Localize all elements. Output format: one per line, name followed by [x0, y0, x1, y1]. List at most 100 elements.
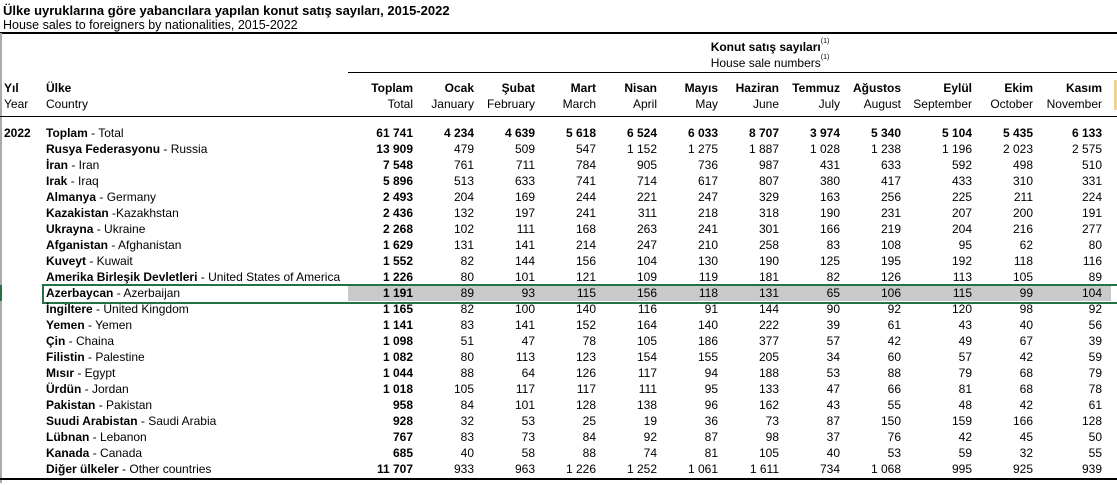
value-cell[interactable]: 150: [880, 414, 901, 428]
country-cell[interactable]: Suudi Arabistan - Saudi Arabia: [46, 413, 216, 429]
value-cell[interactable]: 113: [952, 270, 972, 284]
value-cell[interactable]: 3 974: [809, 126, 840, 140]
value-cell[interactable]: 1 252: [626, 462, 657, 476]
value-cell[interactable]: 963: [514, 462, 535, 476]
value-cell[interactable]: 784: [575, 158, 596, 172]
value-cell[interactable]: 88: [582, 446, 596, 460]
value-cell[interactable]: 88: [887, 366, 901, 380]
value-cell[interactable]: 115: [952, 286, 972, 300]
value-cell[interactable]: 74: [643, 446, 657, 460]
value-cell[interactable]: 106: [880, 286, 901, 300]
value-cell[interactable]: 210: [697, 238, 718, 252]
value-cell[interactable]: 247: [636, 238, 657, 252]
value-cell[interactable]: 4 639: [504, 126, 535, 140]
value-cell[interactable]: 1 028: [809, 142, 840, 156]
country-cell[interactable]: Toplam - Total: [46, 125, 124, 141]
value-cell[interactable]: 64: [521, 366, 535, 380]
value-cell[interactable]: 92: [643, 430, 657, 444]
table-row[interactable]: Afganistan - Afghanistan 1 629 131 141 214 24…: [0, 237, 1117, 253]
value-cell[interactable]: 256: [880, 190, 901, 204]
country-cell[interactable]: Azerbaycan - Azerbaijan: [46, 285, 180, 301]
value-cell[interactable]: 1 098: [382, 334, 413, 348]
value-cell[interactable]: 431: [819, 158, 840, 172]
value-cell[interactable]: 57: [826, 334, 840, 348]
value-cell[interactable]: 99: [1019, 286, 1033, 300]
value-cell[interactable]: 211: [1013, 190, 1033, 204]
value-cell[interactable]: 58: [521, 446, 535, 460]
value-cell[interactable]: 118: [1013, 254, 1033, 268]
value-cell[interactable]: 68: [1019, 382, 1033, 396]
value-cell[interactable]: 104: [636, 254, 657, 268]
value-cell[interactable]: 40: [826, 446, 840, 460]
value-cell[interactable]: 39: [1088, 334, 1102, 348]
value-cell[interactable]: 1 196: [941, 142, 972, 156]
country-cell[interactable]: Ukrayna - Ukraine: [46, 221, 145, 237]
value-cell[interactable]: 25: [582, 414, 596, 428]
value-cell[interactable]: 331: [1081, 174, 1102, 188]
value-cell[interactable]: 56: [1088, 318, 1102, 332]
value-cell[interactable]: 5 435: [1002, 126, 1033, 140]
value-cell[interactable]: 714: [636, 174, 657, 188]
value-cell[interactable]: 244: [575, 190, 596, 204]
country-cell[interactable]: Amerika Birleşik Devletleri - United Sta…: [46, 269, 340, 285]
value-cell[interactable]: 37: [826, 430, 840, 444]
table-row[interactable]: Yemen - Yemen 1 141 83 141 152 164 140 222 39 61 4…: [0, 317, 1117, 333]
value-cell[interactable]: 102: [453, 222, 474, 236]
value-cell[interactable]: 258: [758, 238, 779, 252]
country-cell[interactable]: Pakistan - Pakistan: [46, 397, 152, 413]
value-cell[interactable]: 6 133: [1071, 126, 1102, 140]
value-cell[interactable]: 82: [460, 302, 474, 316]
value-cell[interactable]: 224: [1081, 190, 1102, 204]
value-cell[interactable]: 204: [951, 222, 972, 236]
value-cell[interactable]: 55: [1088, 446, 1102, 460]
value-cell[interactable]: 101: [514, 398, 535, 412]
value-cell[interactable]: 105: [758, 446, 779, 460]
value-cell[interactable]: 43: [826, 398, 840, 412]
value-cell[interactable]: 95: [704, 382, 718, 396]
value-cell[interactable]: 126: [880, 270, 901, 284]
value-cell[interactable]: 318: [758, 206, 779, 220]
value-cell[interactable]: 767: [392, 430, 413, 444]
country-cell[interactable]: Rusya Federasyonu - Russia: [46, 141, 207, 157]
value-cell[interactable]: 2 436: [382, 206, 413, 220]
value-cell[interactable]: 1 226: [565, 462, 596, 476]
value-cell[interactable]: 163: [819, 190, 840, 204]
value-cell[interactable]: 140: [697, 318, 718, 332]
value-cell[interactable]: 91: [704, 302, 718, 316]
value-cell[interactable]: 1 082: [382, 350, 413, 364]
value-cell[interactable]: 45: [1019, 430, 1033, 444]
value-cell[interactable]: 5 340: [870, 126, 901, 140]
value-cell[interactable]: 130: [697, 254, 718, 268]
country-cell[interactable]: Kazakistan -Kazakhstan: [46, 205, 179, 221]
value-cell[interactable]: 513: [453, 174, 474, 188]
value-cell[interactable]: 192: [951, 254, 972, 268]
value-cell[interactable]: 65: [826, 286, 840, 300]
table-row[interactable]: Rusya Federasyonu - Russia 13 909 479 509 54…: [0, 141, 1117, 157]
value-cell[interactable]: 741: [575, 174, 596, 188]
value-cell[interactable]: 140: [575, 302, 596, 316]
table-row[interactable]: Pakistan - Pakistan 958 84 101 128 138 96 162 43…: [0, 397, 1117, 413]
value-cell[interactable]: 168: [575, 222, 596, 236]
country-cell[interactable]: Kanada - Canada: [46, 445, 142, 461]
value-cell[interactable]: 81: [958, 382, 972, 396]
value-cell[interactable]: 592: [951, 158, 972, 172]
value-cell[interactable]: 479: [453, 142, 474, 156]
value-cell[interactable]: 13 909: [376, 142, 413, 156]
value-cell[interactable]: 1 275: [687, 142, 718, 156]
value-cell[interactable]: 329: [758, 190, 779, 204]
value-cell[interactable]: 995: [951, 462, 972, 476]
table-row[interactable]: Kazakistan -Kazakhstan 2 436 132 197 241 311 2…: [0, 205, 1117, 221]
value-cell[interactable]: 98: [765, 430, 779, 444]
value-cell[interactable]: 60: [887, 350, 901, 364]
value-cell[interactable]: 509: [514, 142, 535, 156]
country-cell[interactable]: Lübnan - Lebanon: [46, 429, 147, 445]
value-cell[interactable]: 105: [1012, 270, 1033, 284]
country-cell[interactable]: Kuveyt - Kuwait: [46, 253, 133, 269]
table-row[interactable]: Ukrayna - Ukraine 2 268 102 111 168 263 241 301…: [0, 221, 1117, 237]
value-cell[interactable]: 84: [582, 430, 596, 444]
value-cell[interactable]: 417: [880, 174, 901, 188]
value-cell[interactable]: 42: [1019, 398, 1033, 412]
value-cell[interactable]: 81: [704, 446, 718, 460]
value-cell[interactable]: 61: [887, 318, 901, 332]
value-cell[interactable]: 222: [758, 318, 779, 332]
